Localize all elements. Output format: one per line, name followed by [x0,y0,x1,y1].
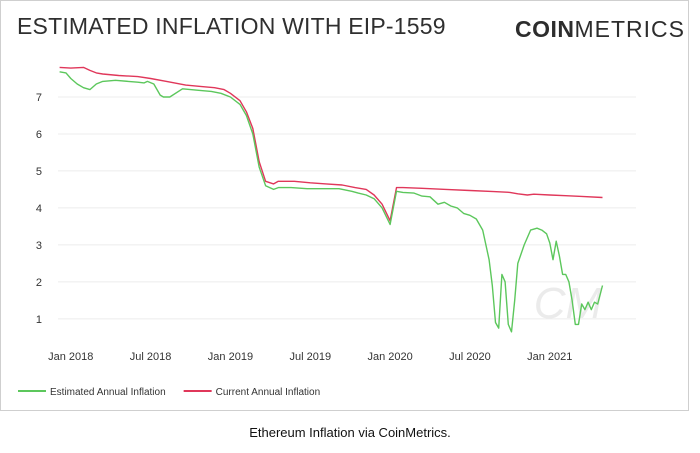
y-tick-label-4: 4 [36,203,42,215]
y-tick-label-7: 7 [36,92,42,104]
legend-label-0: Estimated Annual Inflation [50,387,166,398]
chart-card [0,0,689,411]
logo-bold-text: COIN [515,16,575,42]
series-line-current-annual-inflation [59,66,603,222]
y-tick-label-6: 6 [36,129,42,141]
x-tick-label-6: Jan 2021 [527,351,572,363]
watermark-logo: CM [534,279,603,328]
y-tick-label-5: 5 [36,166,42,178]
y-tick-label-1: 1 [36,314,42,326]
figure-caption: Ethereum Inflation via CoinMetrics. [249,425,451,440]
chart-title: ESTIMATED INFLATION WITH EIP-1559 [17,13,446,39]
x-tick-label-4: Jan 2020 [367,351,412,363]
logo-light-text: METRICS [574,16,685,42]
y-tick-label-3: 3 [36,240,42,252]
x-tick-label-5: Jul 2020 [449,351,491,363]
series-line-estimated-annual-inflation [59,71,604,333]
legend-label-1: Current Annual Inflation [216,387,321,398]
coinmetrics-logo: COINMETRICS [515,16,685,43]
x-tick-label-0: Jan 2018 [48,351,93,363]
x-tick-label-3: Jul 2019 [289,351,331,363]
x-tick-label-1: Jul 2018 [130,351,172,363]
x-tick-label-2: Jan 2019 [208,351,253,363]
y-tick-label-2: 2 [36,277,42,289]
